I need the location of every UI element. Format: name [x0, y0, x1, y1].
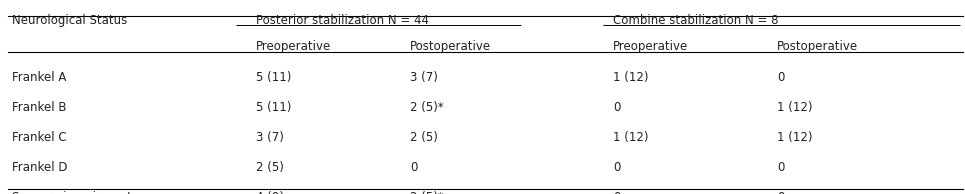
Text: Frankel B: Frankel B — [12, 101, 66, 114]
Text: 0: 0 — [777, 161, 785, 174]
Text: 0: 0 — [613, 191, 620, 194]
Text: Sensory impairments: Sensory impairments — [12, 191, 138, 194]
Text: 1 (12): 1 (12) — [613, 71, 648, 84]
Text: 0: 0 — [613, 101, 620, 114]
Text: 3 (7): 3 (7) — [410, 71, 438, 84]
Text: 1 (12): 1 (12) — [777, 131, 813, 144]
Text: Combine stabilization N = 8: Combine stabilization N = 8 — [613, 14, 779, 27]
Text: 2 (5)*: 2 (5)* — [410, 101, 444, 114]
Text: 5 (11): 5 (11) — [256, 101, 291, 114]
Text: Frankel D: Frankel D — [12, 161, 68, 174]
Text: 0: 0 — [777, 191, 785, 194]
Text: Postoperative: Postoperative — [410, 40, 491, 53]
Text: Preoperative: Preoperative — [256, 40, 331, 53]
Text: 4 (9): 4 (9) — [256, 191, 284, 194]
Text: 1 (12): 1 (12) — [613, 131, 648, 144]
Text: 2 (5): 2 (5) — [410, 131, 438, 144]
Text: Preoperative: Preoperative — [613, 40, 688, 53]
Text: 1 (12): 1 (12) — [777, 101, 813, 114]
Text: 0: 0 — [410, 161, 418, 174]
Text: 5 (11): 5 (11) — [256, 71, 291, 84]
Text: 2 (5): 2 (5) — [256, 161, 284, 174]
Text: 0: 0 — [777, 71, 785, 84]
Text: 3 (7): 3 (7) — [256, 131, 284, 144]
Text: Frankel A: Frankel A — [12, 71, 66, 84]
Text: Frankel C: Frankel C — [12, 131, 67, 144]
Text: Postoperative: Postoperative — [777, 40, 858, 53]
Text: 0: 0 — [613, 161, 620, 174]
Text: Posterior stabilization N = 44: Posterior stabilization N = 44 — [256, 14, 428, 27]
Text: 2 (5)*: 2 (5)* — [410, 191, 444, 194]
Text: Neurological Status: Neurological Status — [12, 14, 126, 27]
